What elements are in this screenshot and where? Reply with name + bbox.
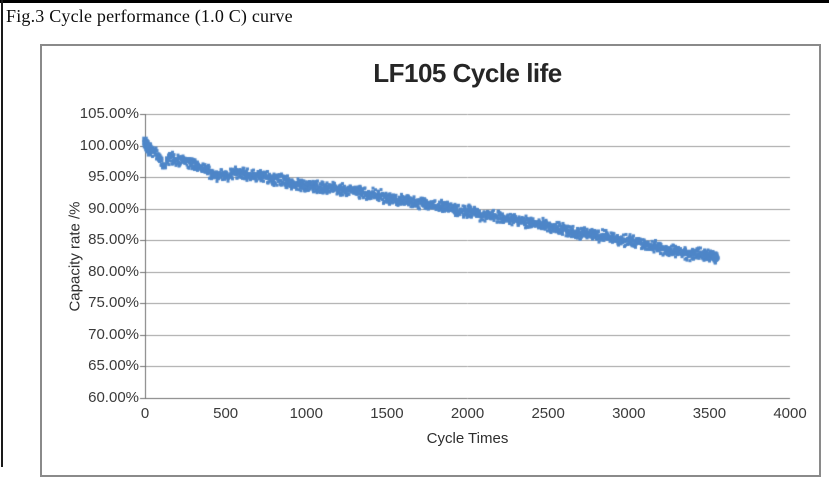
x-tick-label: 4000: [773, 405, 807, 422]
x-tick-label: 2000: [450, 405, 485, 422]
y-tick-label: 105.00%: [79, 105, 139, 122]
y-tick-label: 65.00%: [88, 357, 139, 375]
y-tick-label: 60.00%: [88, 389, 139, 406]
x-tick-label: 500: [213, 405, 239, 422]
y-tick-label: 80.00%: [88, 262, 139, 280]
chart-plot-canvas: [42, 46, 815, 471]
x-tick-label: 3000: [612, 405, 646, 422]
page-top-border: [0, 0, 829, 3]
x-tick-label: 1500: [370, 405, 404, 422]
y-tick-label: 85.00%: [88, 231, 139, 249]
chart-title: LF105 Cycle life: [373, 58, 562, 88]
figure-caption: Fig.3 Cycle performance (1.0 C) curve: [6, 6, 293, 26]
x-axis-title: Cycle Times: [426, 430, 509, 447]
page-left-border: [1, 0, 3, 467]
y-tick-label: 100.00%: [79, 136, 139, 154]
chart-frame: LF105 Cycle life Capacity rate /% Cycle …: [40, 44, 821, 477]
y-tick-label: 70.00%: [88, 325, 139, 343]
x-tick-label: 1000: [289, 405, 323, 422]
x-tick-label: 3500: [692, 405, 727, 422]
x-tick-label: 0: [140, 405, 150, 422]
y-tick-label: 95.00%: [88, 168, 139, 186]
y-tick-label: 75.00%: [88, 294, 139, 312]
x-tick-label: 2500: [531, 405, 565, 422]
y-tick-label: 90.00%: [88, 199, 139, 217]
